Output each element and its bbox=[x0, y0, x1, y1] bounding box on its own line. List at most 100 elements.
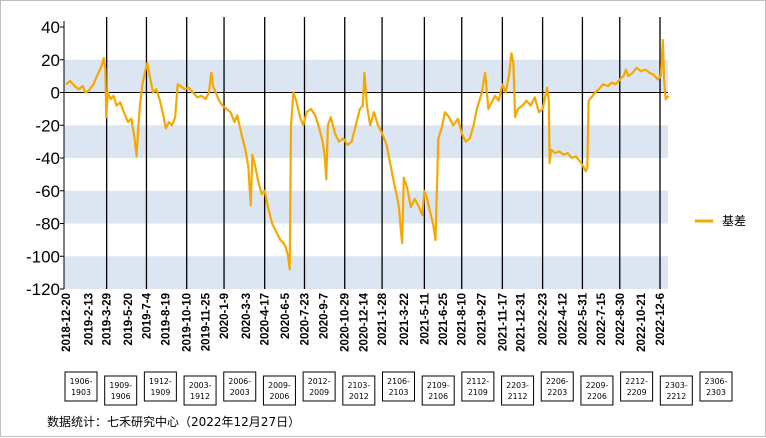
roll-box-15 bbox=[659, 375, 693, 406]
roll-box-label-14-b: 2209 bbox=[627, 388, 647, 397]
x-tick-label-13: 2020-9-7 bbox=[318, 293, 330, 339]
roll-date-lines bbox=[105, 17, 661, 289]
roll-box-3 bbox=[183, 375, 217, 406]
roll-box-label-3-a: 2003- bbox=[189, 381, 212, 390]
roll-box-label-10-b: 2109 bbox=[468, 388, 488, 397]
roll-box-12 bbox=[540, 371, 574, 402]
roll-box-7 bbox=[342, 375, 376, 406]
roll-box-label-11-a: 2203- bbox=[506, 381, 529, 390]
roll-box-label-6-b: 2009 bbox=[309, 388, 329, 397]
roll-box-label-12-a: 2206- bbox=[546, 377, 569, 386]
roll-box-label-9-b: 2106 bbox=[428, 392, 448, 401]
x-tick-label-16: 2021-1-28 bbox=[377, 292, 389, 345]
roll-box-label-1-a: 1909- bbox=[109, 381, 132, 390]
x-tick-label-29: 2022-10-21 bbox=[636, 292, 648, 351]
x-tick-label-24: 2022-2-23 bbox=[538, 293, 550, 345]
roll-box-16 bbox=[699, 371, 733, 402]
roll-box-1 bbox=[104, 375, 138, 406]
roll-box-label-16-a: 2306- bbox=[705, 377, 728, 386]
roll-box-label-15-a: 2303- bbox=[665, 381, 688, 390]
x-tick-labels: 2018-12-20 2019-2-13 2019-3-29 2019-5-20 201… bbox=[61, 292, 667, 351]
y-tick-label-6: -80 bbox=[35, 215, 60, 234]
roll-box-label-0-b: 1903 bbox=[71, 388, 91, 397]
x-tick-label-1: 2019-2-13 bbox=[84, 293, 96, 345]
roll-box-label-1-b: 1906 bbox=[111, 392, 131, 401]
roll-box-label-12-b: 2203 bbox=[547, 388, 567, 397]
roll-box-label-4-b: 2003 bbox=[230, 388, 250, 397]
x-tick-label-22: 2021-11-17 bbox=[497, 293, 509, 351]
x-tick-label-9: 2020-3-3 bbox=[241, 293, 253, 339]
x-tick-label-4: 2019-7-4 bbox=[141, 292, 153, 339]
roll-box-label-7-a: 2103- bbox=[347, 381, 370, 390]
x-tick-label-21: 2021-9-27 bbox=[476, 293, 488, 345]
x-tick-label-20: 2021-8-10 bbox=[457, 293, 469, 345]
x-tick-label-6: 2019-10-10 bbox=[182, 293, 194, 352]
x-tick-label-2: 2019-3-29 bbox=[102, 293, 114, 345]
shaded-bands bbox=[64, 59, 668, 289]
y-tick-label-8: -120 bbox=[26, 280, 60, 299]
roll-box-8 bbox=[382, 371, 415, 402]
roll-box-10 bbox=[461, 371, 495, 402]
roll-box-label-15-b: 2212 bbox=[666, 392, 686, 401]
roll-period-boxes: 1906- 1903 1909- 1906 1912- 1909 2003- 1912 2006… bbox=[64, 371, 733, 406]
roll-box-13 bbox=[580, 375, 614, 406]
roll-box-label-11-b: 2112 bbox=[508, 392, 528, 401]
x-tick-label-11: 2020-6-5 bbox=[280, 292, 292, 339]
roll-box-label-6-a: 2012- bbox=[308, 377, 331, 386]
roll-box-label-7-b: 2012 bbox=[349, 392, 369, 401]
roll-box-9 bbox=[421, 375, 455, 406]
roll-box-label-4-a: 2006- bbox=[228, 377, 251, 386]
roll-box-label-13-a: 2209- bbox=[586, 381, 609, 390]
x-tick-label-28: 2022-8-30 bbox=[615, 293, 627, 345]
legend: 基差 bbox=[695, 214, 746, 228]
roll-box-label-13-b: 2206 bbox=[587, 392, 607, 401]
x-tick-label-14: 2020-10-29 bbox=[340, 293, 352, 352]
roll-box-label-8-b: 2103 bbox=[389, 388, 409, 397]
x-tick-label-3: 2019-5-20 bbox=[123, 293, 135, 345]
roll-box-label-5-b: 2006 bbox=[270, 392, 290, 401]
x-tick-label-18: 2021-5-11 bbox=[419, 292, 431, 344]
x-tick-label-23: 2021-12-31 bbox=[515, 292, 527, 351]
roll-box-2 bbox=[143, 371, 177, 402]
x-tick-label-30: 2022-12-6 bbox=[655, 293, 667, 345]
shaded-band-3 bbox=[64, 256, 668, 289]
roll-box-label-2-a: 1912- bbox=[149, 377, 172, 386]
x-tick-label-26: 2022-5-31 bbox=[577, 292, 589, 345]
x-tick-label-8: 2020-1-9 bbox=[219, 293, 231, 339]
roll-box-14 bbox=[620, 371, 654, 402]
roll-box-label-10-a: 2112- bbox=[467, 377, 490, 386]
roll-box-label-3-b: 1912 bbox=[190, 392, 210, 401]
roll-box-label-16-b: 2303 bbox=[706, 388, 726, 397]
roll-box-label-14-a: 2212- bbox=[625, 377, 648, 386]
series-line-basis bbox=[65, 39, 670, 271]
shaded-band-2 bbox=[64, 190, 668, 224]
y-tick-label-3: -20 bbox=[35, 116, 60, 135]
x-tick-label-5: 2019-8-19 bbox=[160, 293, 172, 345]
roll-box-label-5-a: 2009- bbox=[268, 381, 291, 390]
roll-box-label-2-b: 1909 bbox=[150, 388, 170, 397]
legend-label: 基差 bbox=[722, 214, 746, 228]
roll-box-label-9-a: 2109- bbox=[427, 381, 450, 390]
x-tick-label-19: 2021-6-25 bbox=[438, 292, 450, 345]
y-tick-label-0: 40 bbox=[41, 18, 60, 37]
roll-box-label-8-a: 2106- bbox=[387, 377, 410, 386]
roll-box-4 bbox=[223, 371, 257, 402]
x-tick-label-17: 2021-3-22 bbox=[399, 293, 411, 345]
roll-box-0 bbox=[64, 371, 98, 402]
x-tick-label-25: 2022-4-12 bbox=[557, 293, 569, 345]
roll-box-6 bbox=[302, 371, 336, 402]
x-tick-label-12: 2020-7-23 bbox=[300, 293, 312, 345]
y-tick-label-7: -100 bbox=[26, 247, 60, 266]
x-tick-label-15: 2020-12-14 bbox=[359, 292, 371, 351]
y-tick-label-5: -60 bbox=[35, 182, 60, 201]
y-tick-label-2: 0 bbox=[51, 84, 60, 103]
roll-box-label-0-a: 1906- bbox=[70, 377, 93, 386]
x-tick-label-27: 2022-7-15 bbox=[596, 292, 608, 345]
x-tick-label-10: 2020-4-17 bbox=[260, 293, 272, 345]
x-tick-label-7: 2019-11-25 bbox=[201, 292, 213, 351]
x-tick-label-0: 2018-12-20 bbox=[61, 293, 73, 352]
source-note: 数据统计：七禾研究中心（2022年12月27日） bbox=[47, 414, 300, 429]
roll-box-11 bbox=[501, 375, 535, 406]
